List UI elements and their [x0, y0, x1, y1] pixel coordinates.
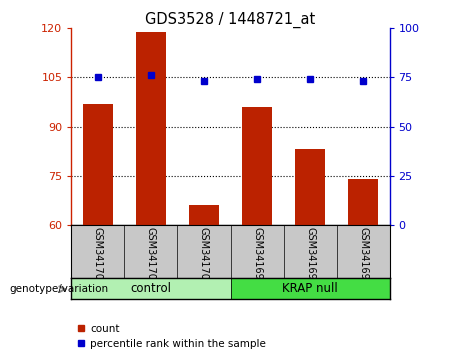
Text: genotype/variation: genotype/variation	[9, 284, 108, 294]
Text: control: control	[130, 282, 171, 295]
Bar	[296, 149, 325, 225]
Bar	[71, 278, 230, 299]
Bar	[189, 205, 219, 225]
Bar	[230, 278, 390, 299]
Text: GSM341697: GSM341697	[252, 227, 262, 286]
Text: GSM341698: GSM341698	[305, 227, 315, 286]
Text: GSM341702: GSM341702	[199, 227, 209, 287]
Bar	[136, 32, 165, 225]
Bar	[349, 179, 378, 225]
Bar	[242, 107, 272, 225]
Bar	[83, 104, 112, 225]
Text: GSM341700: GSM341700	[93, 227, 103, 286]
Legend: count, percentile rank within the sample: count, percentile rank within the sample	[77, 324, 266, 349]
Text: KRAP null: KRAP null	[282, 282, 338, 295]
Text: GSM341699: GSM341699	[358, 227, 368, 286]
Text: GDS3528 / 1448721_at: GDS3528 / 1448721_at	[145, 11, 316, 28]
Text: GSM341701: GSM341701	[146, 227, 156, 286]
